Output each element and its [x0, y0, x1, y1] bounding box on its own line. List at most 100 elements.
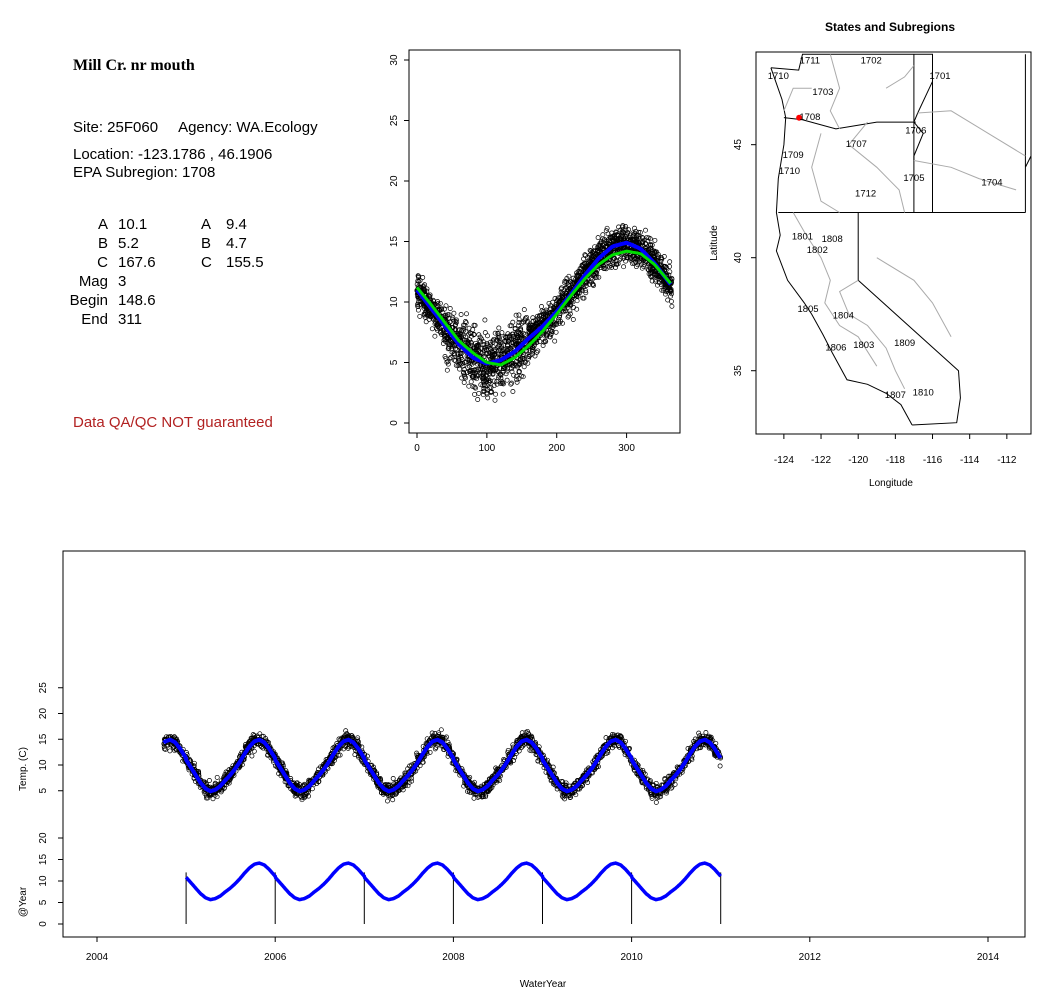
data-point [518, 735, 524, 740]
data-point [517, 330, 523, 336]
subregion-boundary [783, 87, 812, 111]
data-point [191, 760, 197, 766]
y-tick-label: 30 [389, 54, 400, 66]
subregion-boundary [792, 212, 878, 367]
data-point [482, 383, 488, 389]
data-point [641, 237, 647, 243]
data-point [447, 306, 453, 311]
data-point [352, 752, 358, 758]
data-point [452, 352, 458, 358]
data-point [481, 378, 486, 384]
data-point [618, 734, 624, 740]
annual-fit-line [184, 861, 722, 902]
param-value: 311 [118, 311, 142, 328]
data-point [476, 332, 482, 338]
x-tick-label: -124 [774, 455, 794, 466]
data-point [588, 275, 594, 281]
data-point [524, 314, 530, 320]
data-point [708, 736, 714, 741]
data-point [593, 275, 598, 280]
data-point [485, 333, 490, 339]
data-point [592, 244, 598, 250]
map-frame [755, 51, 1032, 435]
data-point [251, 733, 257, 739]
data-point [558, 298, 564, 304]
data-point [500, 369, 506, 375]
data-point [544, 310, 550, 316]
data-point [214, 794, 220, 800]
data-point [417, 313, 423, 319]
data-point [655, 252, 661, 257]
ann-y-tick-label: 10 [38, 875, 49, 887]
data-point [599, 245, 605, 251]
data-point [516, 369, 522, 374]
data-point [609, 732, 615, 737]
data-point [560, 290, 565, 296]
data-point [498, 375, 504, 381]
data-point [435, 321, 441, 327]
data-point [512, 338, 518, 344]
data-point [442, 354, 448, 359]
data-point [507, 323, 513, 329]
plot-frame [408, 49, 681, 434]
data-point [637, 230, 643, 235]
data-point [480, 389, 486, 394]
data-point [666, 272, 672, 278]
data-point [482, 345, 487, 351]
data-point [668, 286, 674, 292]
data-point [516, 362, 522, 368]
data-point [516, 748, 522, 754]
param-value-2: 155.5 [226, 254, 264, 271]
data-point [343, 728, 349, 734]
data-point [574, 306, 580, 312]
data-point [522, 331, 528, 337]
data-point [698, 745, 704, 751]
data-point [634, 256, 640, 262]
data-point [467, 369, 473, 375]
wa-or-border [783, 117, 916, 130]
data-point [466, 363, 472, 369]
data-point [639, 265, 645, 271]
data-point [640, 242, 646, 248]
subregion-boundary [917, 110, 1026, 157]
data-point [450, 315, 456, 321]
data-point [643, 227, 648, 233]
param-row: End 311 [56, 311, 276, 330]
data-point [452, 358, 458, 364]
data-point [474, 345, 480, 351]
data-point [570, 317, 576, 322]
data-point [429, 730, 435, 736]
data-point [478, 339, 483, 344]
y-tick-label: 10 [38, 759, 49, 771]
param-row: B 5.2 B 4.7 [56, 235, 276, 254]
data-point [219, 787, 225, 793]
data-point [689, 757, 695, 763]
x-tick-label: 300 [618, 443, 635, 454]
data-point [485, 395, 491, 401]
data-point [503, 371, 509, 377]
data-point [646, 267, 652, 273]
y-tick-label: 10 [389, 296, 400, 308]
params-table: A 10.1 A 9.4 B 5.2 B 4.7 C 167.6 C 155.5… [56, 216, 276, 330]
data-point [396, 787, 402, 793]
data-point [663, 284, 668, 290]
data-point [398, 775, 404, 781]
data-point [568, 794, 574, 800]
x-tick-label: 200 [548, 443, 565, 454]
data-point [420, 275, 426, 280]
data-point [524, 728, 530, 734]
data-point [451, 318, 457, 324]
data-point [631, 260, 637, 266]
subregion-boundary [838, 279, 906, 390]
data-point [279, 760, 285, 766]
data-point [472, 368, 478, 374]
data-point [557, 295, 563, 300]
data-point [464, 311, 469, 317]
data-point [545, 757, 550, 763]
data-point [667, 269, 673, 275]
data-point [620, 224, 625, 230]
data-point [533, 323, 539, 329]
data-point [474, 376, 480, 382]
region-label: 1704 [981, 177, 1002, 188]
data-point [672, 781, 678, 787]
